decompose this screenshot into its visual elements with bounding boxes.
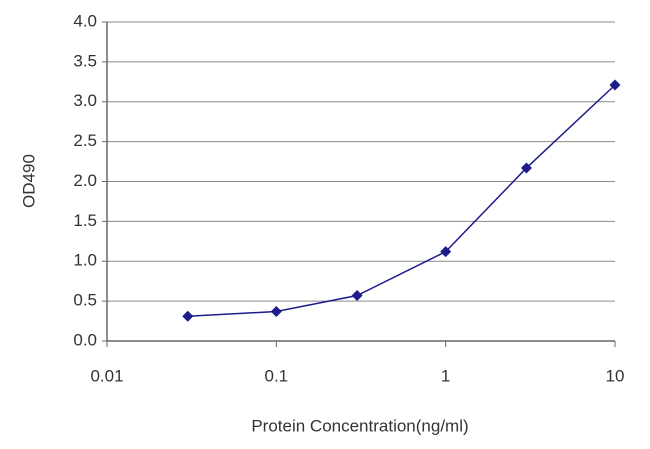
data-line <box>187 84 616 318</box>
data-point <box>520 162 532 174</box>
data-point <box>440 246 452 258</box>
y-tick-label: 4.0 <box>73 11 97 30</box>
x-tick-label: 0.1 <box>265 366 289 385</box>
y-tick-label: 3.5 <box>73 51 97 70</box>
data-point <box>270 305 282 317</box>
x-tick-label: 10 <box>606 366 625 385</box>
y-tick-label: 0.0 <box>73 330 97 349</box>
x-tick-label: 1 <box>441 366 450 385</box>
x-axis-label: Protein Concentration(ng/ml) <box>251 416 468 435</box>
y-tick-label: 2.0 <box>73 171 97 190</box>
y-tick-label: 3.0 <box>73 91 97 110</box>
x-tick-label: 0.01 <box>90 366 123 385</box>
y-tick-label: 1.5 <box>73 211 97 230</box>
data-point <box>609 79 621 91</box>
y-tick-label: 1.0 <box>73 251 97 270</box>
y-axis-label: OD490 <box>19 154 38 208</box>
y-tick-label: 0.5 <box>73 291 97 310</box>
data-point <box>351 290 363 302</box>
y-tick-label: 2.5 <box>73 131 97 150</box>
data-point <box>182 310 194 322</box>
